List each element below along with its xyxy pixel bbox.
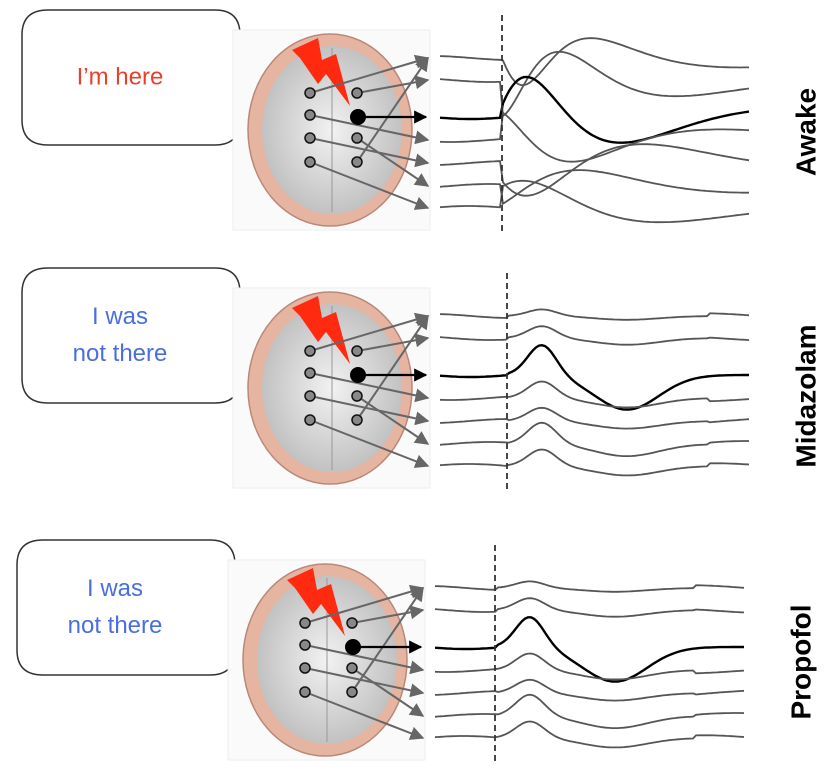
speech-bubble (16, 539, 270, 676)
panel: I was not there Propofol (16, 539, 816, 762)
eeg-trace (439, 169, 749, 206)
electrode-arrow (356, 56, 429, 163)
eeg-trace (439, 179, 750, 224)
stimulus-bolt (287, 568, 345, 636)
eeg-trace (439, 421, 749, 457)
electrode (346, 686, 358, 698)
electrode (304, 156, 316, 168)
panel: I’m here Awake (21, 9, 821, 232)
electrode (304, 367, 316, 379)
bubble-text: not there (73, 340, 168, 367)
electrode (351, 156, 363, 168)
eeg-trace (439, 50, 750, 118)
electrode-arrow (309, 54, 430, 94)
electrode-arrow (356, 75, 430, 94)
eeg-trace (439, 308, 750, 321)
eeg-trace (434, 720, 745, 749)
electrode-arrow (304, 667, 425, 698)
bubble-text: I’m here (77, 63, 164, 90)
electrode-arrow (309, 114, 430, 145)
electrode (304, 414, 316, 426)
bubble-text: not there (68, 612, 163, 639)
eeg-trace (439, 111, 750, 163)
bubble-text: I was (87, 575, 143, 602)
eeg-trace (434, 652, 745, 681)
bubble-text: I was (92, 303, 148, 330)
electrode (304, 109, 316, 121)
eeg-trace (434, 616, 744, 683)
electrode (299, 686, 311, 698)
electrode-arrow (309, 419, 430, 468)
electrode-arrow (309, 312, 430, 352)
electrode-arrow (309, 395, 430, 426)
electrode (299, 617, 311, 629)
eeg-trace (439, 380, 750, 409)
eeg-trace (439, 143, 750, 197)
eeg-trace (439, 448, 750, 477)
electrode (351, 390, 363, 402)
stimulated-electrode (350, 367, 366, 383)
electrode (304, 390, 316, 402)
electrode (346, 662, 358, 674)
electrode-arrow (351, 605, 425, 624)
stimulated-electrode (345, 639, 361, 655)
eeg-trace (439, 37, 749, 86)
panel: I was not there Midazolam (21, 267, 821, 490)
electrode (304, 345, 316, 357)
eeg-trace (439, 75, 750, 144)
electrode-arrow (309, 137, 430, 168)
eeg-trace (434, 580, 745, 593)
electrode (351, 132, 363, 144)
electrode (346, 617, 358, 629)
stimulus-bolt (292, 38, 350, 106)
eeg-trace (439, 343, 749, 411)
electrode (351, 414, 363, 426)
condition-label: Midazolam (790, 324, 821, 467)
electrode (299, 662, 311, 674)
electrode-arrow (304, 691, 425, 740)
stimulus-bolt (292, 296, 350, 364)
electrode-arrow (351, 586, 424, 693)
stimulated-electrode (350, 109, 366, 125)
electrode-arrow (309, 372, 430, 403)
eeg-trace (434, 597, 745, 618)
electrode (351, 87, 363, 99)
electrode-arrow (356, 314, 429, 421)
eeg-trace (434, 678, 745, 702)
electrode-arrow (304, 584, 425, 624)
condition-label: Propofol (785, 604, 816, 719)
eeg-trace (434, 693, 745, 729)
electrode (351, 345, 363, 357)
condition-label: Awake (790, 88, 821, 176)
eeg-trace (439, 325, 750, 346)
speech-bubble (21, 267, 275, 404)
electrode (304, 87, 316, 99)
electrode (299, 639, 311, 651)
electrode-arrow (309, 161, 430, 210)
electrode-arrow (356, 333, 430, 352)
speech-bubble (21, 9, 275, 146)
electrode-arrow (304, 644, 425, 675)
eeg-trace (439, 406, 750, 430)
electrode (304, 132, 316, 144)
